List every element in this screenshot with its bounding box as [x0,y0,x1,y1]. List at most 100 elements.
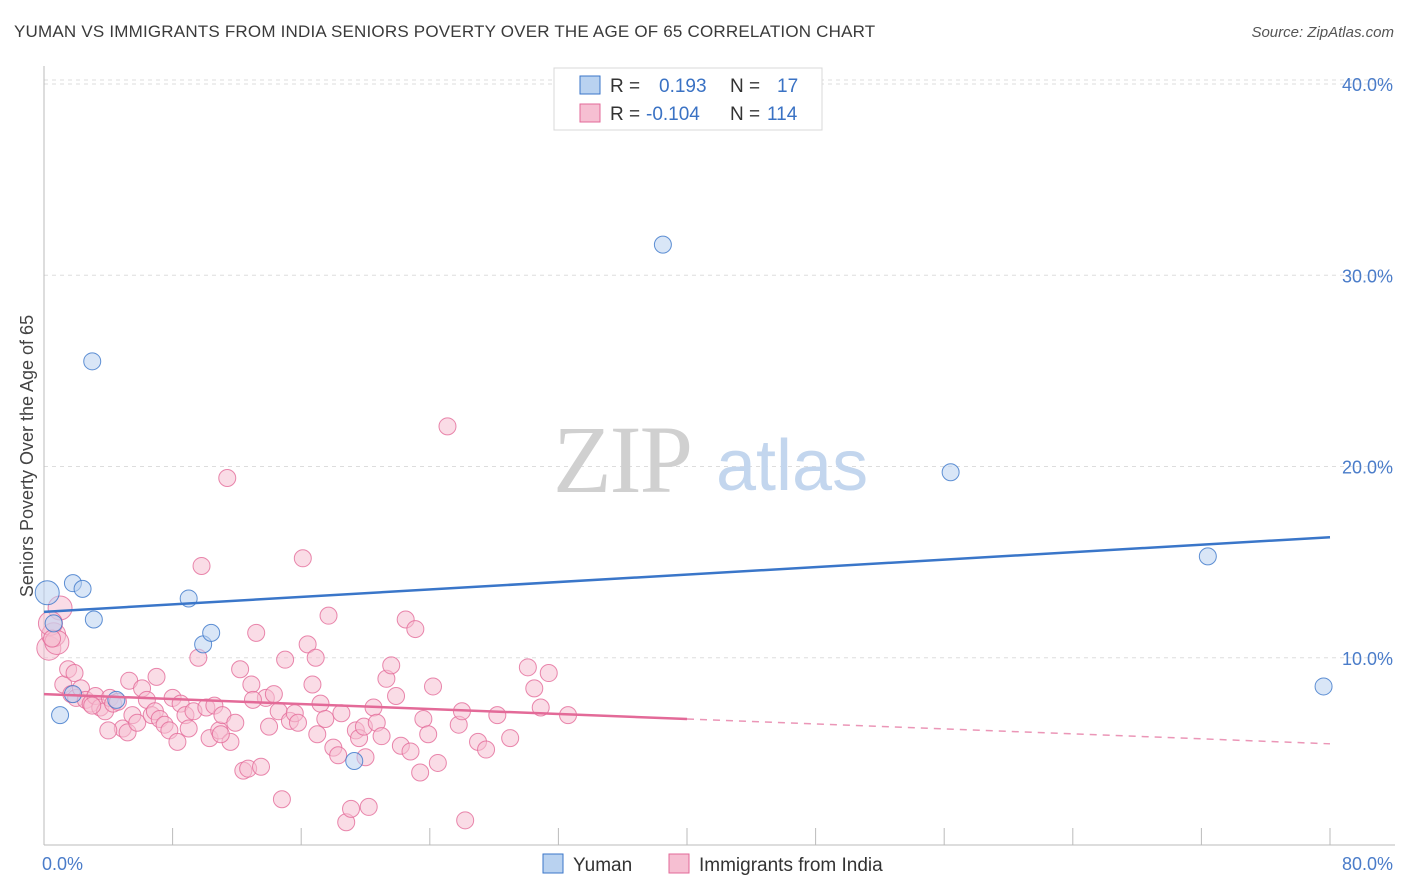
legend-r-label-yuman: R = [610,76,640,97]
india-point [298,635,317,654]
india-point [260,717,279,736]
india-point [411,763,430,782]
x-tick-label-min: 0.0% [42,854,83,874]
india-point [382,656,401,675]
india-point [179,719,198,738]
india-point [264,685,283,704]
india-point [308,725,327,744]
india-point [401,742,420,761]
india-point [43,629,62,648]
india-point [329,746,348,765]
india-point [99,721,118,740]
y-tick-label-40: 40.0% [1342,75,1393,95]
india-point [387,687,406,705]
india-point [406,620,425,639]
india-point [243,690,262,709]
india-point [83,696,102,715]
series-legend: Yuman Immigrants from India [542,853,883,876]
india-point [531,698,550,717]
india-point [303,675,322,694]
india-point [192,556,211,575]
legend-r-value-yuman: 0.193 [659,76,707,97]
yuman-trend-line [43,536,1331,614]
yuman-point [83,352,102,371]
india-trend-line [43,692,688,721]
yuman-point [51,706,70,725]
series-legend-label-yuman: Yuman [573,855,632,876]
india-point [332,704,351,723]
india-point [128,713,147,732]
india-point [65,664,84,683]
grid-lines [44,79,1395,659]
yuman-point [44,614,63,633]
india-point [288,713,307,732]
x-tick-label-max: 80.0% [1342,854,1393,874]
india-point [539,664,558,683]
india-point [211,725,230,744]
yuman-point [84,610,103,629]
watermark: ZIP atlas [553,406,868,513]
india-trend-line-extrapolated [686,718,1331,745]
stats-legend: R = 0.193 N = 17 R = -0.104 N = 114 [553,67,823,131]
legend-n-value-india: 114 [767,104,798,125]
yuman-point [941,463,960,482]
india-point [428,753,447,772]
legend-n-label-yuman: N = [730,76,760,97]
legend-r-label-india: R = [610,104,640,125]
india-point [438,417,457,436]
watermark-zip: ZIP [553,406,691,513]
india-point [518,658,537,677]
india-point [252,757,271,776]
legend-n-value-yuman: 17 [777,76,798,97]
india-point [456,811,475,830]
legend-r-value-india: -0.104 [646,104,700,125]
series-legend-swatch-india [668,853,690,874]
india-point [247,623,266,642]
india-point [147,667,166,686]
y-axis-label: Seniors Poverty Over the Age of 65 [17,315,37,597]
india-point [424,677,443,696]
chart-title: YUMAN VS IMMIGRANTS FROM INDIA SENIORS P… [14,22,876,41]
india-point [414,709,433,728]
y-tick-label-10: 10.0% [1342,649,1393,669]
india-point [477,740,496,759]
india-point [231,660,250,679]
india-point [316,709,335,728]
trend-lines [43,536,1331,745]
india-point [218,468,237,487]
legend-n-label-india: N = [730,104,760,125]
india-point [319,606,338,625]
series-legend-label-india: Immigrants from India [699,855,883,876]
india-point [272,790,291,809]
yuman-point [1198,547,1217,566]
y-tick-label-30: 30.0% [1342,266,1393,286]
legend-swatch-india [579,103,601,123]
yuman-point [34,580,60,606]
legend-swatch-yuman [579,75,601,95]
india-point [525,679,544,698]
yuman-point [1314,677,1333,696]
india-point [168,732,187,751]
series-yuman-points [34,235,1333,771]
india-point [488,706,507,725]
y-tick-labels: 10.0% 20.0% 30.0% 40.0% [1342,75,1393,669]
india-point [293,549,312,568]
y-tick-label-20: 20.0% [1342,458,1393,478]
watermark-atlas: atlas [716,426,868,506]
india-point [501,729,520,748]
yuman-point [107,690,126,709]
series-legend-swatch-yuman [542,853,564,874]
india-point [342,799,361,818]
india-point [306,648,325,667]
india-point [359,797,378,816]
yuman-point [653,235,672,254]
india-point [242,675,261,694]
india-point [226,713,245,732]
yuman-point [73,579,92,598]
yuman-point [345,752,364,771]
yuman-point [202,623,221,642]
series-immigrants-from-india-points [36,417,578,832]
chart-source: Source: ZipAtlas.com [1251,24,1394,41]
axes [43,66,1395,846]
